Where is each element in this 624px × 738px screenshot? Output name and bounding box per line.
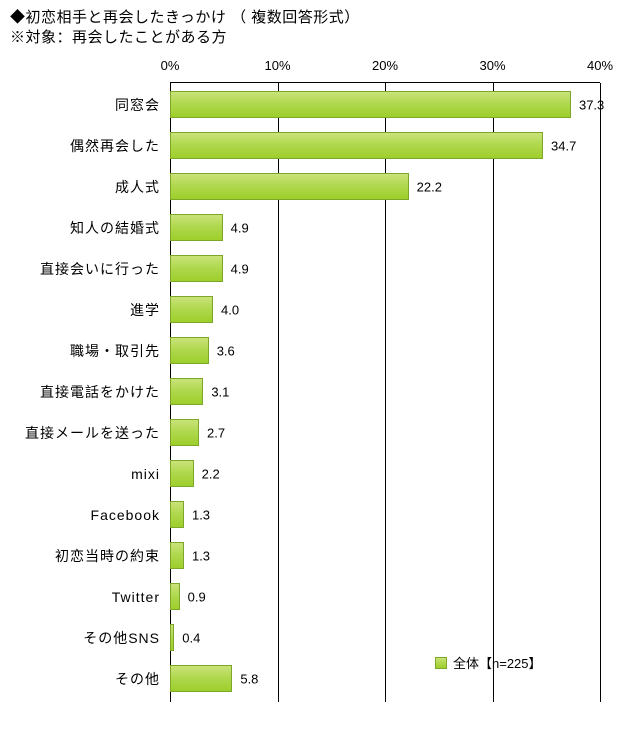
- bar-row: その他SNS0.4: [170, 624, 600, 652]
- value-label: 2.2: [202, 467, 220, 482]
- bar: [170, 419, 199, 446]
- chart-container: ◆初恋相手と再会したきっかけ （ 複数回答形式） ※対象：再会したことがある方 …: [0, 0, 624, 738]
- bar-row: 初恋当時の約束1.3: [170, 542, 600, 570]
- title-line-2: ※対象：再会したことがある方: [10, 28, 360, 48]
- bar-row: 直接電話をかけた3.1: [170, 378, 600, 406]
- bar: [170, 337, 209, 364]
- value-label: 1.3: [192, 508, 210, 523]
- value-label: 3.6: [217, 344, 235, 359]
- value-label: 5.8: [240, 672, 258, 687]
- value-label: 0.4: [182, 631, 200, 646]
- x-axis-labels: 0%10%20%30%40%: [170, 58, 600, 78]
- title-line-1: ◆初恋相手と再会したきっかけ （ 複数回答形式）: [10, 8, 360, 28]
- x-tick-label: 20%: [372, 58, 398, 73]
- category-label: 進学: [130, 300, 160, 320]
- value-label: 4.0: [221, 303, 239, 318]
- category-label: 直接電話をかけた: [40, 382, 160, 402]
- category-label: その他SNS: [83, 628, 160, 648]
- value-label: 3.1: [211, 385, 229, 400]
- legend-swatch: [435, 657, 447, 669]
- bar-row: 偶然再会した34.7: [170, 132, 600, 160]
- bar: [170, 296, 213, 323]
- value-label: 34.7: [551, 139, 576, 154]
- x-tick-label: 0%: [161, 58, 180, 73]
- value-label: 1.3: [192, 549, 210, 564]
- bar: [170, 132, 543, 159]
- category-label: mixi: [131, 466, 160, 482]
- category-label: 知人の結婚式: [70, 218, 160, 238]
- bar: [170, 542, 184, 569]
- bar-row: 職場・取引先3.6: [170, 337, 600, 365]
- category-label: Facebook: [91, 507, 160, 523]
- plot-area: 同窓会37.3 偶然再会した34.7 成人式22.2 知人の結婚式4.9 直接会いに行っ…: [170, 82, 600, 702]
- category-label: 同窓会: [115, 95, 160, 115]
- bar: [170, 460, 194, 487]
- bar-row: mixi2.2: [170, 460, 600, 488]
- legend: 全体【n=225】: [435, 653, 542, 672]
- bar-row: Facebook1.3: [170, 501, 600, 529]
- bar-row: Twitter0.9: [170, 583, 600, 611]
- value-label: 2.7: [207, 426, 225, 441]
- category-label: 職場・取引先: [70, 341, 160, 361]
- bar-row: 知人の結婚式4.9: [170, 214, 600, 242]
- gridline: [600, 83, 601, 702]
- value-label: 37.3: [579, 98, 604, 113]
- bar: [170, 214, 223, 241]
- category-label: 直接会いに行った: [40, 259, 160, 279]
- bar: [170, 501, 184, 528]
- category-label: 初恋当時の約束: [55, 546, 160, 566]
- bar: [170, 583, 180, 610]
- bar-row: 同窓会37.3: [170, 91, 600, 119]
- bar: [170, 624, 174, 651]
- bar: [170, 173, 409, 200]
- bar-row: 進学4.0: [170, 296, 600, 324]
- value-label: 0.9: [188, 590, 206, 605]
- bar-row: 成人式22.2: [170, 173, 600, 201]
- x-tick-label: 30%: [479, 58, 505, 73]
- category-label: Twitter: [112, 589, 160, 605]
- category-label: 偶然再会した: [70, 136, 160, 156]
- bar-row: 直接会いに行った4.9: [170, 255, 600, 283]
- x-tick-label: 10%: [264, 58, 290, 73]
- bar: [170, 91, 571, 118]
- category-label: 成人式: [115, 177, 160, 197]
- category-label: 直接メールを送った: [25, 423, 160, 443]
- bar: [170, 255, 223, 282]
- value-label: 22.2: [417, 180, 442, 195]
- bar: [170, 665, 232, 692]
- legend-label: 全体【n=225】: [453, 653, 542, 672]
- value-label: 4.9: [231, 262, 249, 277]
- chart-title: ◆初恋相手と再会したきっかけ （ 複数回答形式） ※対象：再会したことがある方: [10, 8, 360, 49]
- bar: [170, 378, 203, 405]
- category-label: その他: [115, 669, 160, 689]
- value-label: 4.9: [231, 221, 249, 236]
- bar-row: 直接メールを送った2.7: [170, 419, 600, 447]
- x-tick-label: 40%: [587, 58, 613, 73]
